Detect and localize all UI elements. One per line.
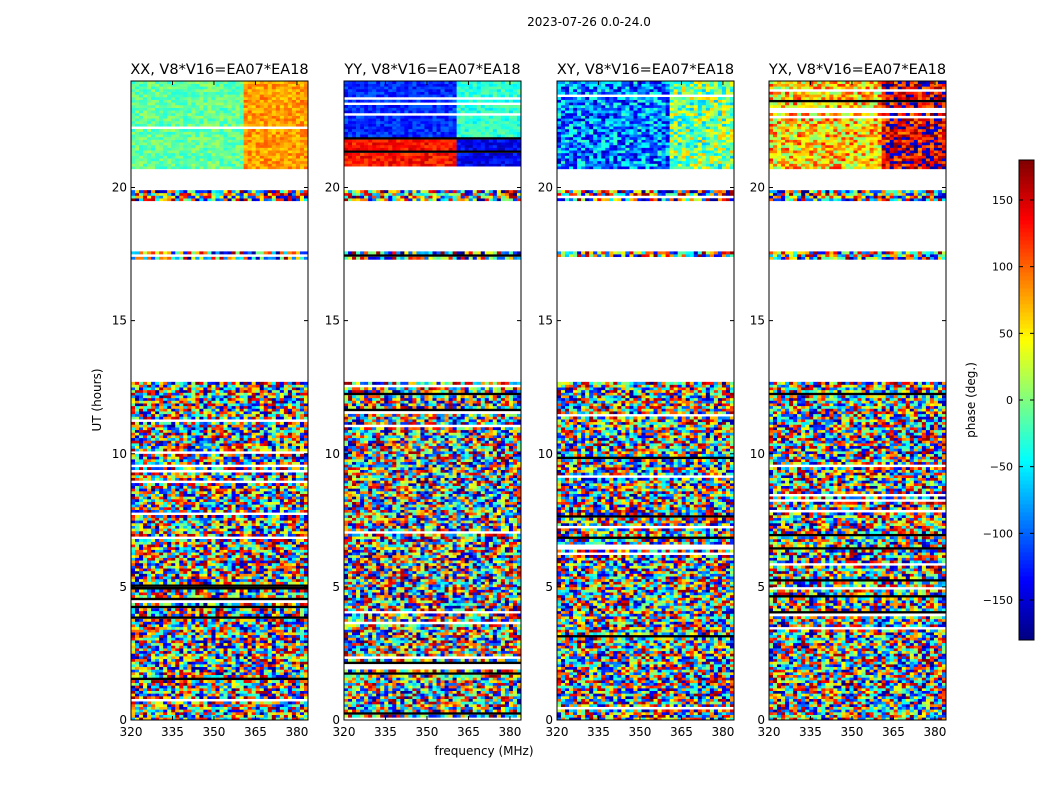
y-tick-label: 5 [545, 580, 553, 594]
panel-xy: XY, V8*V16=EA07*EA18 320 335 350 365 380 0 5 10 1… [538, 62, 735, 739]
x-tick-label: 335 [374, 725, 397, 739]
y-tick-label: 10 [325, 447, 340, 461]
colorbar-tick-label: −150 [983, 594, 1013, 607]
y-tick-label: 0 [757, 713, 765, 727]
x-tick-label: 365 [882, 725, 905, 739]
y-tick-label: 15 [538, 314, 553, 328]
panel-title: YY, V8*V16=EA07*EA18 [343, 62, 520, 78]
colorbar-gradient [1019, 160, 1034, 641]
panel-frame [130, 80, 309, 721]
panel-xx: XX, V8*V16=EA07*EA18 320 335 350 365 380 0 5 10 1… [112, 62, 309, 739]
panel-title: YX, V8*V16=EA07*EA18 [768, 62, 946, 78]
x-tick-label: 320 [546, 725, 569, 739]
panel-frame [343, 80, 522, 721]
panel-xy-image [557, 81, 735, 721]
panel-title: XX, V8*V16=EA07*EA18 [130, 62, 308, 78]
x-tick-label: 320 [120, 725, 143, 739]
y-tick-label: 15 [112, 314, 127, 328]
y-tick-label: 0 [332, 713, 340, 727]
x-tick-label: 320 [758, 725, 781, 739]
y-tick-label: 20 [112, 181, 127, 195]
x-tick-label: 350 [203, 725, 226, 739]
y-tick-label: 15 [750, 314, 765, 328]
panels-group: XX, V8*V16=EA07*EA18 320 335 350 365 380 0 5 10 1… [112, 62, 947, 739]
x-tick-label: 320 [333, 725, 356, 739]
y-tick-label: 5 [119, 580, 127, 594]
x-tick-label: 365 [457, 725, 480, 739]
x-tick-label: 335 [587, 725, 610, 739]
colorbar: −150 −100 −50 0 50 100 150 [983, 159, 1035, 641]
y-tick-label: 20 [750, 181, 765, 195]
panel-yy: YY, V8*V16=EA07*EA18 320 335 350 365 380 0 5 10 1… [325, 62, 522, 739]
panel-xx-image [131, 81, 309, 721]
y-tick-label: 20 [325, 181, 340, 195]
y-tick-label: 0 [545, 713, 553, 727]
panel-yx-image [769, 81, 947, 721]
colorbar-tick-label: 100 [992, 261, 1013, 274]
colorbar-tick-label: 150 [992, 194, 1013, 207]
y-tick-label: 15 [325, 314, 340, 328]
x-tick-label: 380 [711, 725, 734, 739]
x-axis-label: frequency (MHz) [434, 744, 533, 758]
colorbar-tick-label: 50 [999, 327, 1013, 340]
y-tick-label: 0 [119, 713, 127, 727]
panel-frame [556, 80, 735, 721]
x-tick-label: 350 [629, 725, 652, 739]
x-tick-label: 380 [285, 725, 308, 739]
colorbar-label: phase (deg.) [964, 362, 978, 438]
y-tick-label: 10 [750, 447, 765, 461]
colorbar-tick-label: −100 [983, 527, 1013, 540]
x-tick-label: 365 [244, 725, 267, 739]
y-tick-label: 10 [538, 447, 553, 461]
panel-yy-image [344, 81, 522, 720]
figure-suptitle: 2023-07-26 0.0-24.0 [527, 15, 651, 29]
colorbar-tick-label: −50 [990, 461, 1013, 474]
colorbar-tick-label: 0 [1006, 394, 1013, 407]
panel-frame [768, 80, 947, 721]
x-tick-label: 350 [841, 725, 864, 739]
x-tick-label: 380 [498, 725, 521, 739]
panel-title: XY, V8*V16=EA07*EA18 [557, 62, 734, 78]
y-tick-label: 5 [757, 580, 765, 594]
panel-yx: YX, V8*V16=EA07*EA18 320 335 350 365 380 0 5 10 1… [750, 62, 947, 739]
x-tick-label: 350 [416, 725, 439, 739]
x-tick-label: 365 [670, 725, 693, 739]
x-tick-label: 335 [799, 725, 822, 739]
y-tick-label: 5 [332, 580, 340, 594]
x-tick-label: 335 [161, 725, 184, 739]
y-tick-label: 20 [538, 181, 553, 195]
y-axis-label: UT (hours) [90, 368, 104, 431]
x-tick-label: 380 [923, 725, 946, 739]
y-tick-label: 10 [112, 447, 127, 461]
